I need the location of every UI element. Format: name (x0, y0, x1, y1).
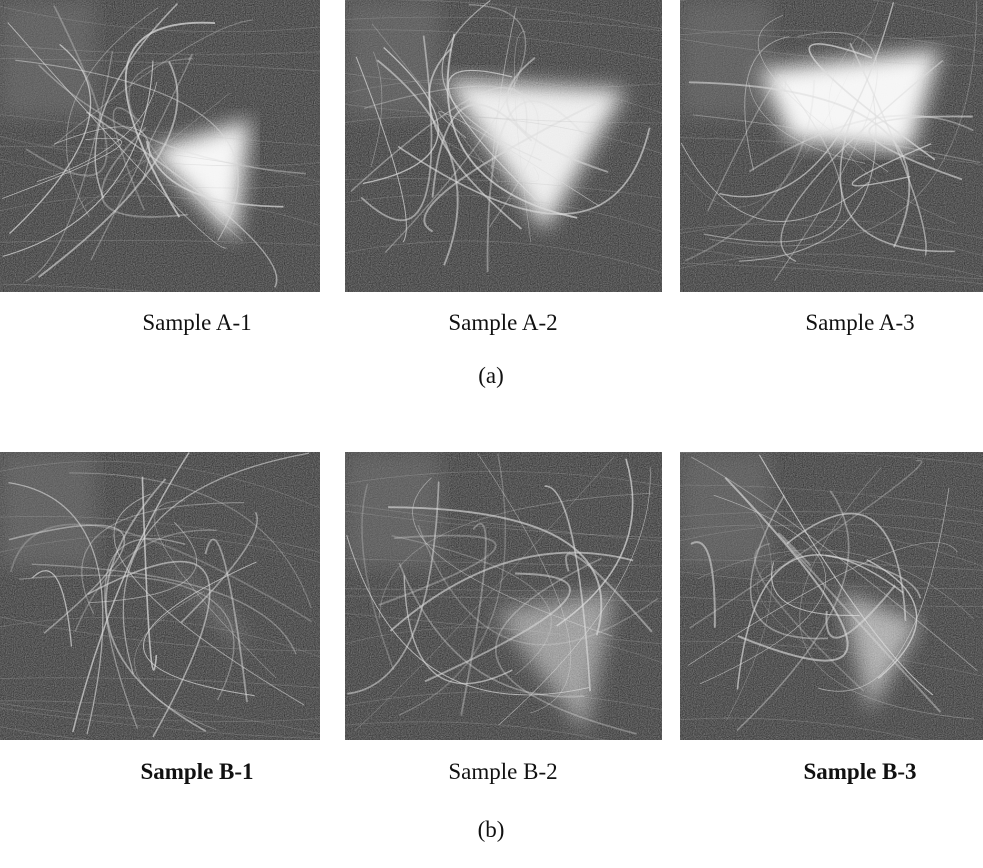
caption: Sample B-1 (140, 759, 253, 785)
specimen-image (0, 452, 320, 740)
figure: Sample A-1 Sample A-2 Sample A-3 (a) Sam… (0, 0, 983, 868)
specimen-image (345, 452, 662, 740)
specimen-image (680, 0, 983, 292)
texture (680, 0, 771, 117)
texture (0, 452, 96, 567)
specimen-image (0, 0, 320, 292)
caption: Sample A-3 (805, 310, 914, 336)
specimen-image (345, 0, 662, 292)
caption: Sample B-3 (803, 759, 916, 785)
panel-label: (b) (478, 817, 505, 843)
panel-label: (a) (478, 363, 504, 389)
caption: Sample A-2 (448, 310, 557, 336)
texture (345, 452, 440, 567)
specimen-image (680, 452, 983, 740)
caption: Sample A-1 (142, 310, 251, 336)
caption: Sample B-2 (448, 759, 557, 785)
